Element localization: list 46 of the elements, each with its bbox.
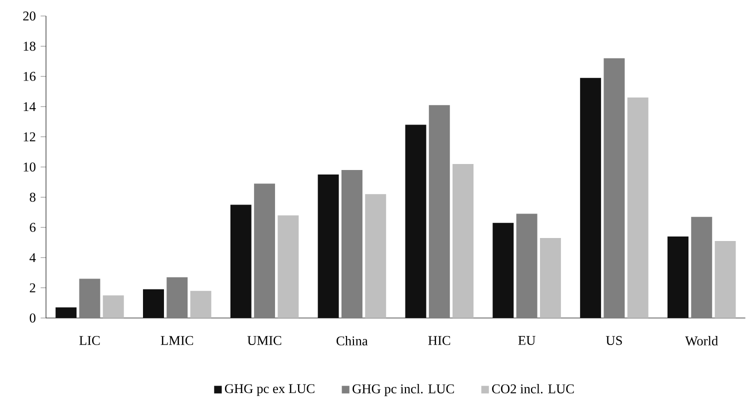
y-tick-label: 20 <box>23 12 36 20</box>
bar <box>428 105 450 318</box>
bar <box>580 78 602 318</box>
bar <box>142 289 164 318</box>
y-tick-label: 16 <box>24 72 36 81</box>
bar <box>365 194 386 318</box>
y-tick-label: 0 <box>30 314 36 322</box>
bar <box>56 307 77 318</box>
bar <box>452 164 474 318</box>
bar <box>318 174 339 318</box>
bar <box>278 215 299 318</box>
y-tick-label: 2 <box>30 283 36 292</box>
bar <box>341 170 362 318</box>
legend-label: CO2 incl. LUC <box>492 384 574 394</box>
bar <box>166 277 188 318</box>
bar <box>102 295 124 318</box>
y-tick-label: 4 <box>30 253 36 262</box>
bar <box>691 216 712 318</box>
bar <box>492 222 514 318</box>
x-tick-label: HIC <box>428 336 450 345</box>
x-tick-label: World <box>685 336 718 346</box>
bar <box>230 204 252 318</box>
x-tick-label: China <box>336 336 368 346</box>
y-tick-label: 6 <box>30 222 36 232</box>
y-tick-label: 18 <box>24 42 36 51</box>
bar <box>540 238 561 318</box>
x-tick-label: LMIC <box>160 336 194 345</box>
legend-label: GHG pc incl. LUC <box>352 384 454 396</box>
bar <box>254 184 276 318</box>
x-tick-label: US <box>606 336 622 345</box>
bar <box>667 236 688 318</box>
bar <box>405 124 426 318</box>
y-tick-label: 8 <box>30 192 36 202</box>
legend-label: GHG pc ex LUC <box>224 384 314 396</box>
y-tick-label: 14 <box>24 102 36 111</box>
bar <box>516 214 538 318</box>
bar <box>627 98 648 318</box>
bar <box>190 290 212 318</box>
bar <box>714 240 736 318</box>
y-tick-label: 10 <box>24 162 36 172</box>
bar <box>79 278 100 318</box>
bar <box>604 58 625 318</box>
x-tick-label: LIC <box>79 336 100 345</box>
x-tick-label: EU <box>518 336 536 345</box>
x-tick-label: UMIC <box>247 336 282 345</box>
y-tick-label: 12 <box>24 132 36 142</box>
